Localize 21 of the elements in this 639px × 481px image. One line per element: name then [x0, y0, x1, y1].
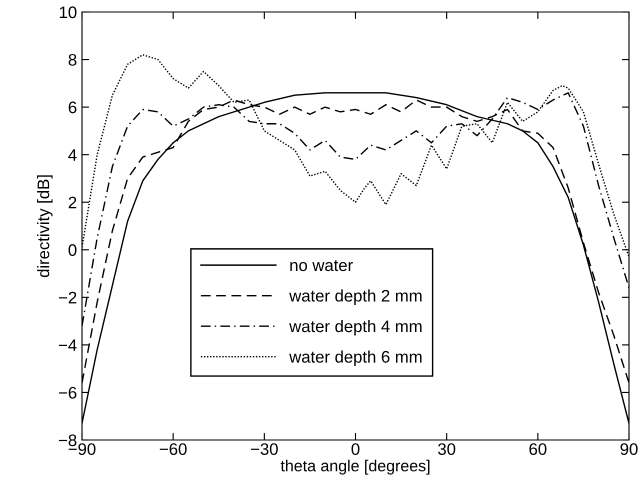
x-tick-label: −30: [251, 443, 278, 456]
y-tick-label: 10: [60, 6, 76, 18]
y-tick-label: 4: [68, 149, 77, 161]
x-tick-label: 60: [529, 443, 546, 456]
y-tick-label: 8: [68, 54, 76, 66]
y-tick-label: 6: [68, 102, 76, 114]
x-tick-label: 90: [620, 443, 638, 456]
legend-label: water depth 2 mm: [289, 289, 422, 305]
x-tick-label: 30: [438, 443, 456, 456]
x-axis-title: theta angle [degrees]: [280, 460, 430, 475]
y-tick-label: 0: [68, 244, 76, 256]
x-tick-label: 0: [352, 443, 360, 456]
y-axis-title: directivity [dB]: [37, 175, 53, 278]
x-tick-label: −60: [160, 443, 187, 456]
legend-label: water depth 4 mm: [289, 320, 422, 336]
y-tick-label: −4: [58, 339, 77, 351]
y-tick-label: 2: [68, 196, 76, 208]
legend-label: water depth 6 mm: [289, 350, 422, 366]
legend-label: no water: [290, 260, 353, 272]
y-tick-label: −2: [58, 292, 76, 304]
y-tick-label: −6: [58, 386, 76, 399]
